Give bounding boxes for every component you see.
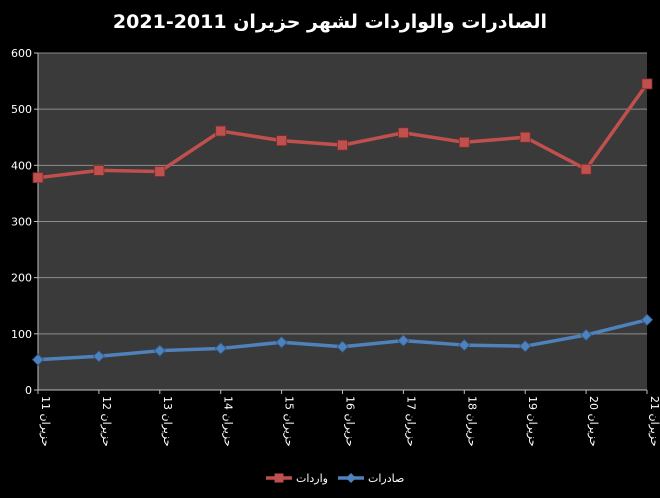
x-tick-label: حزيران 13	[161, 396, 174, 447]
chart-title: الصادرات والواردات لشهر حزيران 2011-2021	[113, 11, 547, 33]
legend-item: صادرات	[338, 472, 404, 485]
data-point	[458, 136, 470, 148]
y-tick-label: 400	[11, 159, 32, 172]
x-tick-label: حزيران 16	[344, 396, 357, 447]
x-tick-label: حزيران 19	[526, 396, 539, 447]
x-tick-label: حزيران 21	[648, 396, 660, 447]
series-2	[31, 313, 654, 366]
series-layer	[31, 78, 654, 366]
data-point	[519, 340, 532, 353]
legend-marker	[346, 473, 356, 483]
data-point	[275, 336, 288, 349]
x-tick-label: حزيران 14	[222, 396, 235, 447]
data-point	[397, 334, 410, 347]
x-tick-label: حزيران 15	[283, 396, 296, 447]
data-point	[92, 350, 105, 363]
legend-item: واردات	[266, 472, 328, 485]
data-point	[154, 166, 166, 177]
legend-marker	[274, 473, 284, 483]
x-tick-label: حزيران 18	[465, 396, 478, 447]
y-tick-label: 600	[11, 47, 32, 60]
data-point	[397, 127, 409, 139]
series-1	[32, 78, 653, 184]
x-tick-label: حزيران 11	[39, 396, 52, 447]
y-tick-label: 100	[11, 328, 32, 341]
data-point	[153, 344, 166, 357]
data-point	[336, 340, 349, 353]
data-point	[276, 135, 288, 147]
y-tick-label: 500	[11, 103, 32, 116]
axes: 0 100 200 300 400 500 600 حزيران 11 حزيران 12 حزي…	[11, 47, 660, 447]
data-point	[214, 342, 227, 355]
y-tick-label: 300	[11, 216, 32, 229]
x-tick-label: حزيران 20	[587, 396, 600, 447]
legend-label: واردات	[296, 472, 328, 485]
data-point	[580, 163, 592, 175]
x-tick-label: حزيران 12	[100, 396, 113, 447]
gridlines	[38, 52, 647, 335]
legend-label: صادرات	[368, 472, 404, 485]
data-point	[93, 164, 105, 176]
data-point	[458, 339, 471, 352]
data-point	[519, 131, 531, 143]
y-tick-label: 200	[11, 272, 32, 285]
data-point	[640, 313, 654, 326]
data-point	[641, 78, 653, 90]
x-tick-label: حزيران 17	[404, 396, 417, 447]
legend: واردات صادرات	[266, 472, 404, 485]
data-point	[32, 172, 44, 184]
data-point	[337, 139, 348, 151]
y-tick-label: 0	[25, 384, 32, 397]
data-point	[31, 353, 45, 366]
data-point	[215, 125, 227, 137]
data-point	[580, 328, 593, 342]
